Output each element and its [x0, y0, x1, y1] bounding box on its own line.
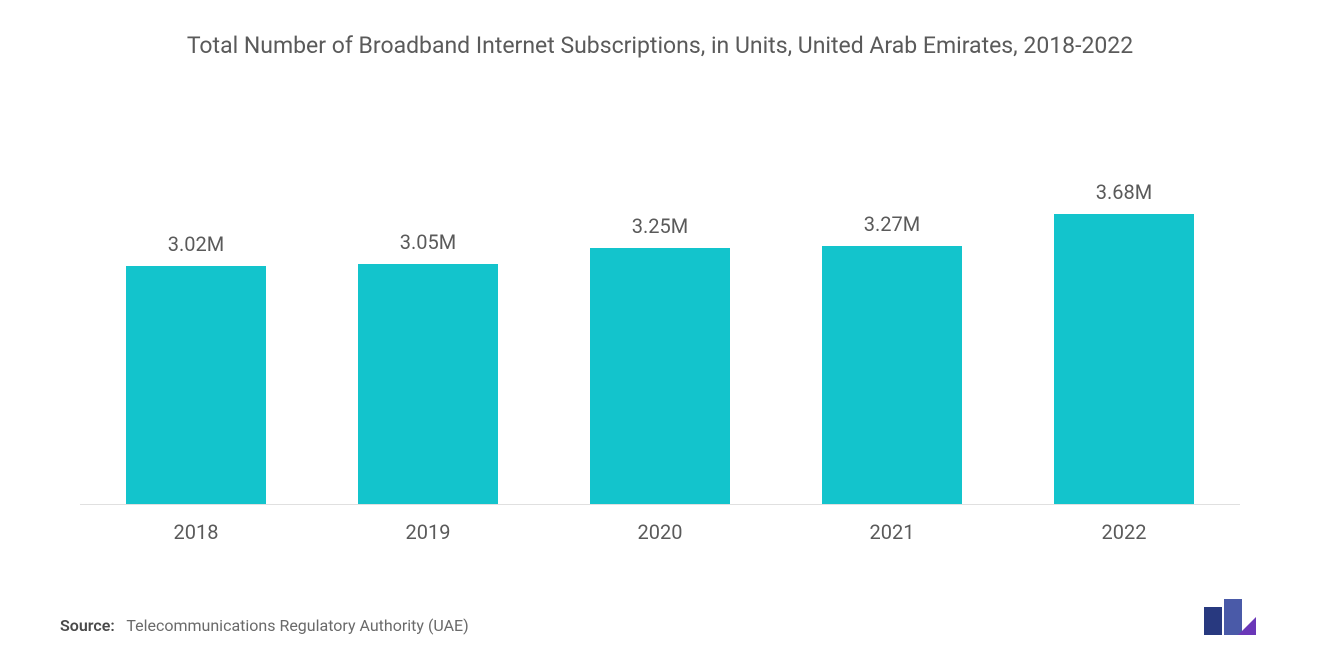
bar-value-label: 3.02M [168, 232, 224, 256]
x-tick-3: 2021 [776, 520, 1008, 544]
bar-value-label: 3.25M [632, 214, 688, 238]
footer: Source: Telecommunications Regulatory Au… [60, 599, 1260, 645]
bar-group-0: 3.02M [80, 111, 312, 504]
bar-group-2: 3.25M [544, 111, 776, 504]
source-text: Telecommunications Regulatory Authority … [126, 616, 468, 635]
bar-0 [126, 266, 266, 504]
source-line: Source: Telecommunications Regulatory Au… [60, 616, 469, 635]
bar-group-3: 3.27M [776, 111, 1008, 504]
bar-group-4: 3.68M [1008, 111, 1240, 504]
bar-value-label: 3.05M [400, 230, 456, 254]
x-axis: 2018 2019 2020 2021 2022 [60, 505, 1260, 544]
source-label: Source: [60, 616, 115, 635]
bar-value-label: 3.27M [864, 212, 920, 236]
brand-logo-icon [1202, 599, 1256, 635]
bar-4 [1054, 214, 1194, 504]
chart-title: Total Number of Broadband Internet Subsc… [187, 30, 1133, 61]
bar-value-label: 3.68M [1096, 180, 1152, 204]
bar-2 [590, 248, 730, 504]
chart-container: Total Number of Broadband Internet Subsc… [0, 0, 1320, 665]
bar-3 [822, 246, 962, 504]
bar-group-1: 3.05M [312, 111, 544, 504]
x-tick-1: 2019 [312, 520, 544, 544]
x-tick-2: 2020 [544, 520, 776, 544]
bar-1 [358, 264, 498, 504]
x-tick-4: 2022 [1008, 520, 1240, 544]
x-tick-0: 2018 [80, 520, 312, 544]
plot-area: 3.02M 3.05M 3.25M 3.27M 3.68M [60, 111, 1260, 504]
